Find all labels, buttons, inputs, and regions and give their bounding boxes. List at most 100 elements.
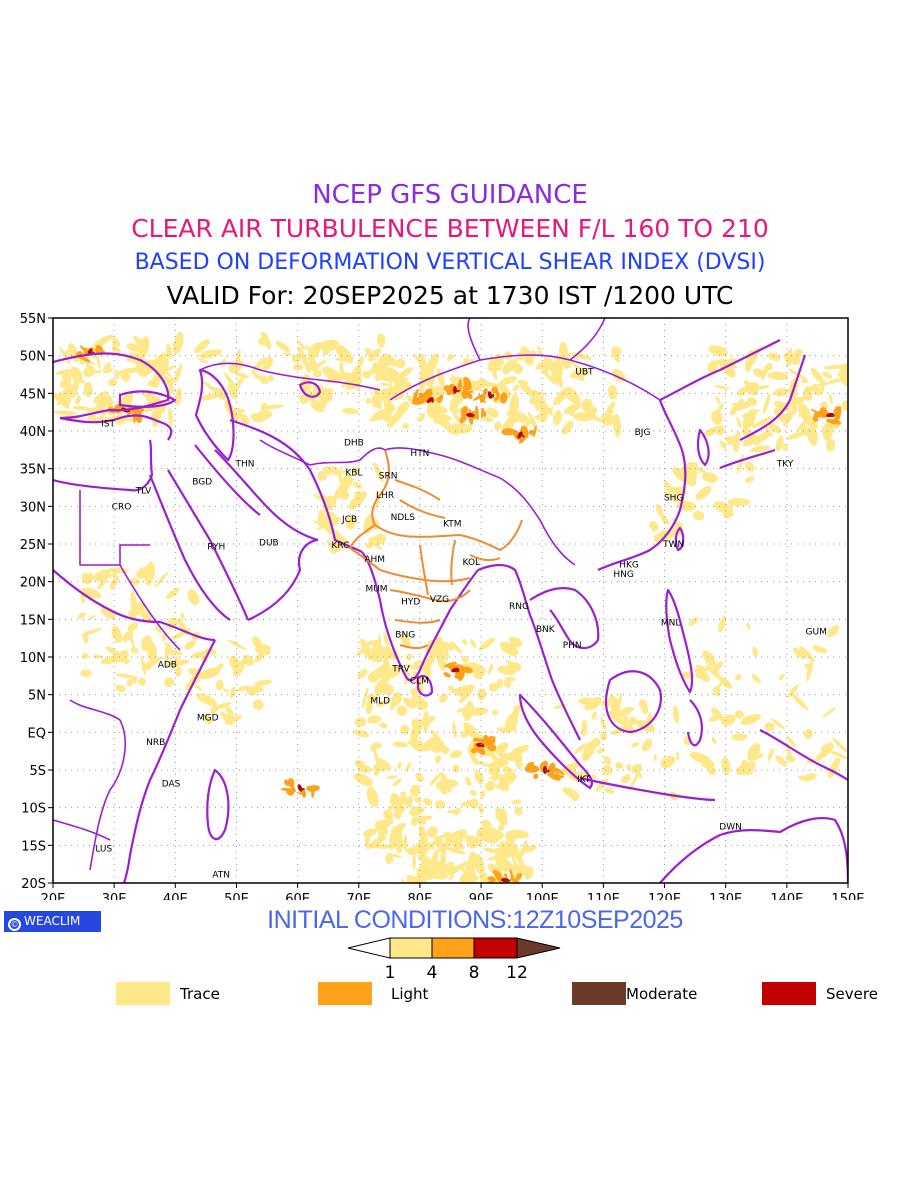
- coastlines-boundaries: [53, 318, 848, 883]
- turbulence-patch: [814, 411, 825, 417]
- turbulence-patch: [471, 414, 475, 418]
- turbulence-patch: [520, 428, 529, 438]
- turbulence-patch: [491, 709, 499, 716]
- lat-tick-label: 5N: [28, 689, 46, 704]
- station-label: THN: [235, 459, 255, 469]
- turbulence-patch: [301, 788, 307, 798]
- turbulence-patch: [660, 755, 676, 769]
- turbulence-patch: [383, 809, 393, 821]
- turbulence-patch: [546, 769, 550, 773]
- turbulence-patch: [460, 405, 468, 417]
- turbulence-patch: [389, 382, 406, 396]
- turbulence-patch: [286, 789, 295, 796]
- turbulence-patch: [141, 391, 155, 404]
- turbulence-patch: [822, 371, 833, 379]
- turbulence-patch: [370, 745, 377, 753]
- turbulence-patch: [482, 388, 488, 395]
- station-label: MNL: [661, 618, 681, 628]
- turbulence-patch: [338, 469, 343, 487]
- turbulence-patch: [606, 401, 616, 413]
- turbulence-patch: [354, 491, 362, 500]
- turbulence-patch: [750, 445, 770, 453]
- turbulence-patch: [762, 393, 771, 414]
- turbulence-patch: [223, 372, 238, 391]
- turbulence-patch: [460, 800, 479, 807]
- turbulence-patch: [373, 462, 384, 482]
- turbulence-patch: [574, 771, 589, 779]
- turbulence-patch: [454, 858, 476, 869]
- turbulence-patch: [412, 853, 416, 871]
- turbulence-patch: [297, 784, 303, 792]
- turbulence-patch: [467, 747, 479, 765]
- turbulence-patch: [469, 790, 477, 797]
- turbulence-patch: [77, 612, 86, 619]
- turbulence-patch: [444, 646, 449, 661]
- turbulence-patch: [589, 774, 596, 785]
- turbulence-patch: [778, 673, 785, 681]
- turbulence-patch: [713, 501, 734, 515]
- turbulence-patch: [631, 763, 642, 774]
- turbulence-patch: [371, 394, 382, 408]
- turbulence-patch: [771, 718, 786, 730]
- lon-tick-label: 60E: [285, 892, 310, 900]
- turbulence-field: [53, 331, 848, 883]
- turbulence-patch: [400, 633, 411, 647]
- turbulence-patch: [512, 384, 520, 392]
- station-label: BJG: [635, 428, 651, 438]
- turbulence-patch: [114, 369, 130, 380]
- badge-text: WEACLIM: [24, 914, 81, 928]
- turbulence-patch: [416, 699, 428, 711]
- turbulence-patch: [807, 424, 818, 446]
- turbulence-patch: [434, 755, 442, 764]
- turbulence-patch: [340, 478, 352, 490]
- lat-tick-label: 5S: [29, 764, 46, 779]
- turbulence-patch: [615, 762, 624, 769]
- turbulence-patch: [832, 737, 848, 753]
- turbulence-patch: [791, 693, 809, 711]
- turbulence-patch: [611, 350, 621, 363]
- turbulence-patch: [303, 389, 323, 401]
- turbulence-patch: [712, 660, 723, 674]
- copyright-icon: ©: [8, 918, 21, 931]
- turbulence-patch: [454, 665, 464, 679]
- turbulence-patch: [496, 678, 503, 689]
- turbulence-patch: [396, 705, 407, 716]
- turbulence-patch: [611, 368, 626, 383]
- turbulence-patch: [224, 715, 243, 725]
- turbulence-patch: [742, 435, 758, 447]
- turbulence-patch: [552, 410, 562, 426]
- turbulence-patch: [514, 851, 526, 869]
- turbulence-patch: [452, 764, 460, 773]
- turbulence-patch: [229, 655, 241, 672]
- turbulence-patch: [108, 378, 118, 387]
- turbulence-patch: [822, 706, 837, 718]
- turbulence-patch: [546, 410, 554, 415]
- turbulence-patch: [692, 510, 705, 521]
- turbulence-patch: [430, 729, 440, 741]
- turbulence-patch: [394, 803, 406, 814]
- station-label: MGD: [197, 713, 219, 723]
- turbulence-patch: [127, 622, 139, 632]
- turbulence-patch: [252, 371, 261, 380]
- turbulence-patch: [130, 577, 140, 585]
- turbulence-patch: [166, 659, 190, 667]
- station-label: BGD: [192, 477, 212, 487]
- turbulence-patch: [500, 393, 506, 401]
- turbulence-patch: [427, 403, 448, 414]
- turbulence-patch: [730, 398, 744, 416]
- turbulence-patch: [418, 716, 436, 726]
- turbulence-patch: [319, 385, 326, 404]
- station-label: IKT: [577, 775, 591, 785]
- station-label: SHG: [664, 493, 683, 503]
- turbulence-patch: [570, 790, 579, 801]
- turbulence-patch: [83, 365, 96, 378]
- turbulence-patch: [571, 363, 586, 373]
- turbulence-patch: [481, 819, 492, 829]
- turbulence-patch: [519, 381, 535, 397]
- turbulence-patch: [721, 756, 731, 776]
- lat-tick-label: 35N: [20, 463, 46, 478]
- turbulence-patch: [754, 385, 770, 390]
- turbulence-patch: [663, 480, 672, 491]
- turbulence-patch: [115, 684, 126, 693]
- station-label: HYD: [401, 597, 420, 607]
